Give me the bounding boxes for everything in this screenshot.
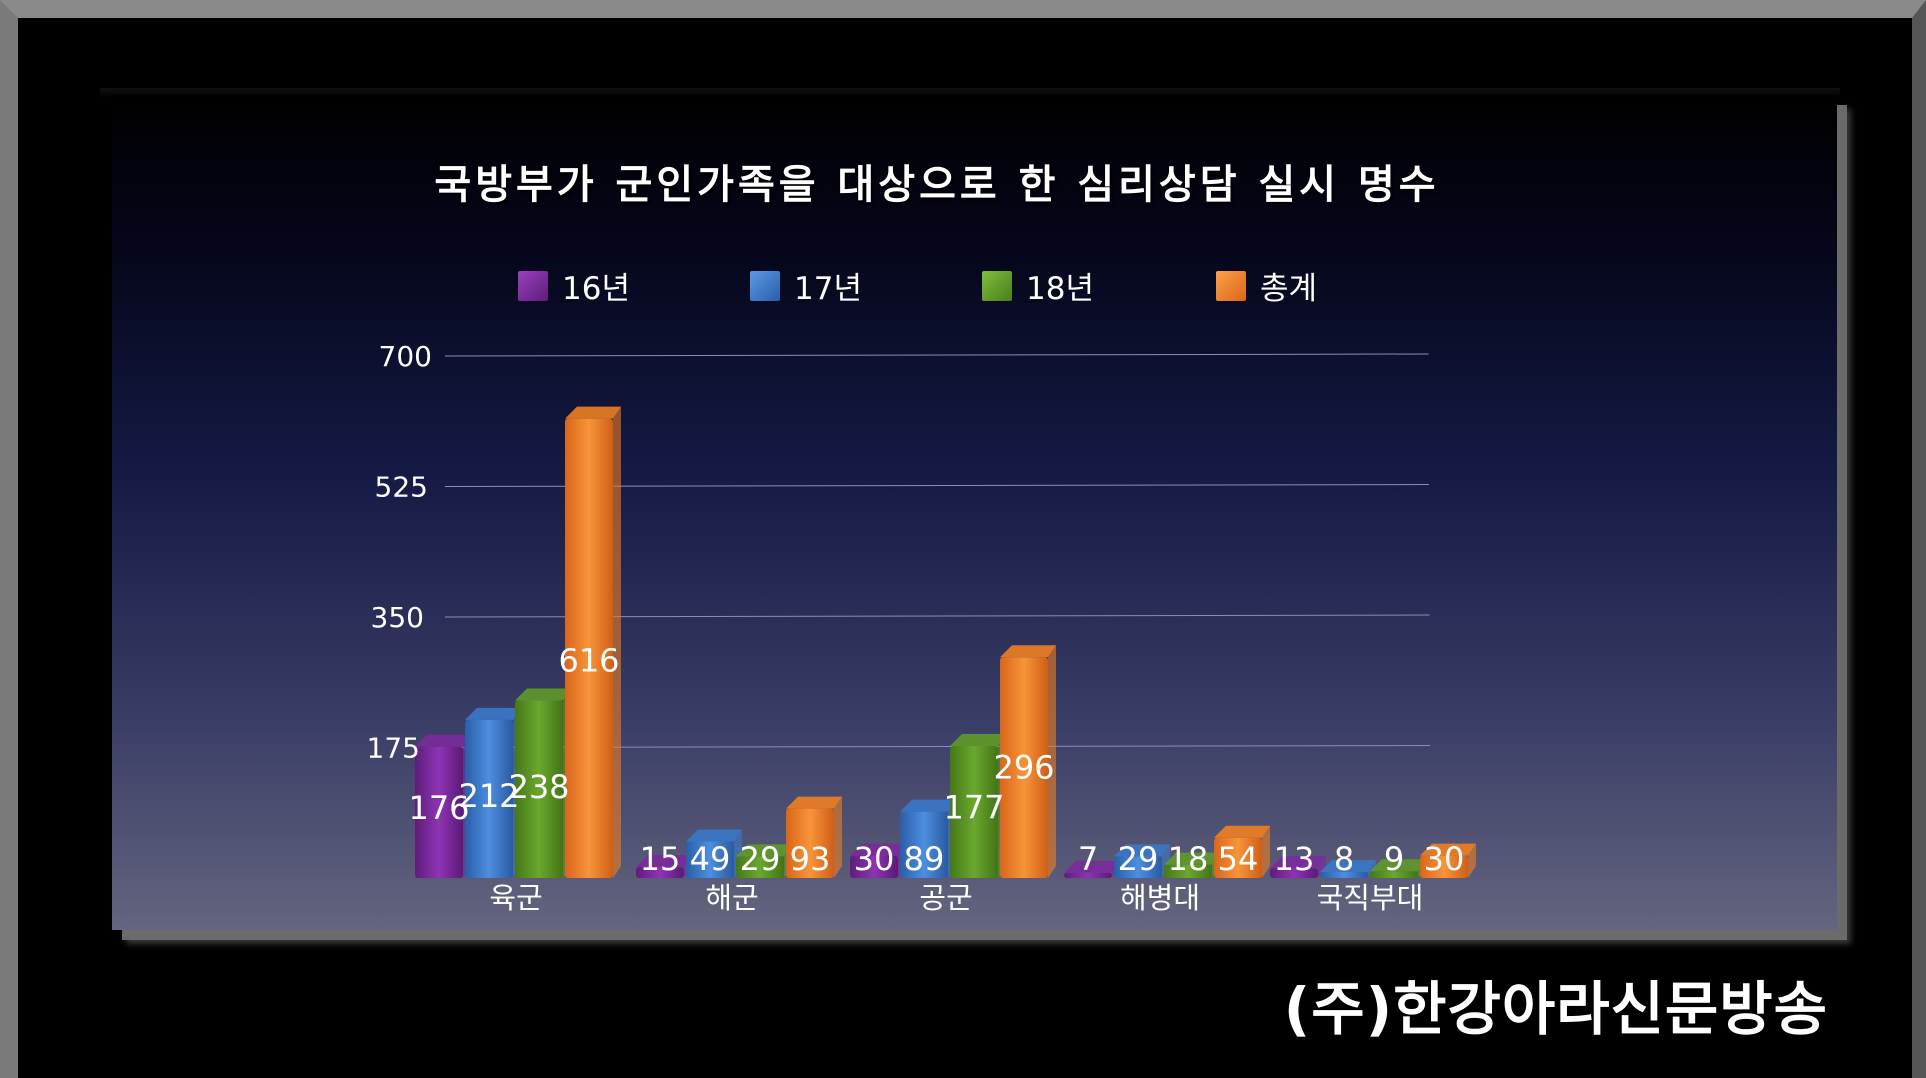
bar-2-0 [850,855,898,878]
bar-top-2-3 [1000,645,1056,658]
legend-swatch-total [1216,270,1246,301]
bar-top-1-2 [736,844,792,857]
value-label-1-1: 49 [690,840,731,878]
bar-top-1-3 [786,796,842,809]
bar-top-4-3 [1420,843,1476,856]
bar-1-0 [636,866,684,878]
legend-label-16: 16년 [562,271,630,307]
bar-top-2-2 [950,734,1006,747]
bar-top-3-0 [1064,860,1120,873]
bar-1-1 [686,841,734,878]
value-label-3-3: 54 [1218,840,1259,878]
bar-2-2 [950,746,998,878]
bar-top-3-3 [1214,825,1270,838]
bar-top-0-1 [465,707,521,720]
bar-top-4-2 [1370,859,1426,872]
value-label-1-0: 15 [640,840,681,878]
bars-layer [415,406,1476,878]
value-label-2-3: 296 [993,749,1054,787]
gridline-700 [444,353,1429,357]
bar-0-1 [465,719,513,878]
y-tick-label-350: 350 [371,601,424,634]
bar-side-4-1 [1368,860,1376,878]
y-tick-label-700: 700 [379,340,432,373]
bar-0-2 [515,700,563,878]
y-tick-label-175: 175 [367,732,420,765]
bar-0-0 [415,746,463,878]
value-label-4-3: 30 [1424,840,1465,878]
bar-4-3 [1420,855,1468,878]
bar-3-1 [1114,856,1162,878]
value-label-2-1: 89 [904,840,945,878]
value-label-2-2: 177 [943,789,1004,827]
bar-top-0-2 [515,688,571,701]
legend: 16년 17년 18년 총계 [0,263,1926,307]
value-label-3-2: 18 [1168,840,1209,878]
value-label-1-3: 93 [790,840,831,878]
value-label-4-2: 9 [1384,840,1404,878]
bar-0-3 [565,418,613,878]
bar-3-3 [1214,837,1262,878]
bar-side-2-3 [1048,645,1056,878]
bar-2-1 [900,811,948,878]
legend-item-18: 18년 [982,263,1094,308]
category-label-3: 해병대 [1120,881,1200,915]
bar-top-2-0 [850,843,906,856]
value-label-3-1: 29 [1118,840,1159,878]
bar-4-2 [1370,871,1418,878]
bar-side-0-3 [613,406,621,878]
bar-top-0-3 [565,406,621,419]
category-label-1: 해군 [705,881,758,915]
legend-swatch-17 [750,270,780,301]
panel-top-edge [100,88,1840,98]
bar-top-1-0 [636,854,692,867]
bar-side-1-3 [834,796,842,878]
y-tick-label-525: 525 [375,471,428,504]
bar-1-2 [736,856,784,878]
legend-label-18: 18년 [1026,271,1094,307]
bar-side-4-0 [1318,856,1326,878]
category-label-0: 육군 [489,881,542,915]
bar-top-4-1 [1320,860,1376,873]
legend-item-total: 총계 [1216,263,1317,308]
value-label-0-1: 212 [458,777,519,815]
bar-top-4-0 [1270,856,1326,869]
bar-top-1-1 [686,829,742,842]
legend-label-total: 총계 [1260,271,1318,307]
legend-label-17: 17년 [794,271,862,307]
legend-item-17: 17년 [750,263,862,308]
bar-side-4-3 [1468,843,1476,878]
bar-top-3-2 [1164,852,1220,865]
bar-top-3-1 [1114,844,1170,857]
bar-2-3 [1000,657,1048,878]
bar-4-1 [1320,872,1368,878]
bar-top-0-0 [415,734,471,747]
value-label-3-0: 7 [1078,840,1098,878]
chart-title: 국방부가 군인가족을 대상으로 한 심리상담 실시 명수 [434,162,1440,208]
value-label-4-1: 8 [1334,840,1354,878]
value-label-0-2: 238 [508,768,569,806]
category-label-2: 공군 [919,881,972,915]
bar-1-3 [786,808,834,878]
value-label-0-3: 616 [558,641,619,679]
watermark-text: (주)한강아라신문방송 [1283,975,1828,1043]
value-label-0-0: 176 [408,789,469,827]
category-label-4: 국직부대 [1317,881,1424,915]
bar-3-2 [1164,864,1212,878]
value-label-2-0: 30 [854,840,895,878]
bar-top-2-1 [900,799,956,812]
legend-item-16: 16년 [518,263,630,308]
bar-3-0 [1064,872,1112,878]
value-label-1-2: 29 [740,840,781,878]
legend-swatch-16 [518,270,548,301]
value-label-4-0: 13 [1274,840,1315,878]
bar-4-0 [1270,868,1318,878]
bar-side-3-3 [1262,825,1270,878]
legend-swatch-18 [982,270,1012,301]
